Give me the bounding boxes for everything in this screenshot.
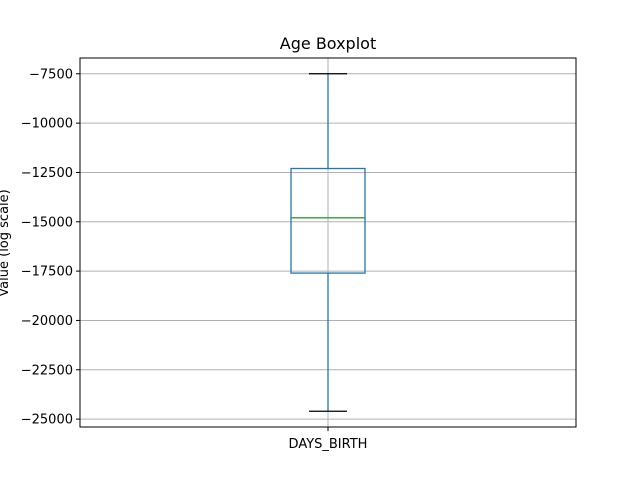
- y-tick-label: −25000: [21, 413, 73, 428]
- y-tick-label: −22500: [21, 363, 73, 378]
- y-tick-label: −17500: [21, 265, 73, 280]
- x-axis-ticks: DAYS_BIRTH: [289, 427, 368, 452]
- y-tick-label: −12500: [21, 166, 73, 181]
- iqr-box: [290, 167, 366, 274]
- box-layer: [290, 73, 366, 412]
- y-axis-ticks: −25000 −22500 −20000 −17500 −15000 −12500 −100…: [21, 67, 80, 428]
- y-tick-label: −7500: [29, 67, 73, 82]
- y-tick-label: −10000: [21, 117, 73, 132]
- grid-lines: [80, 58, 576, 427]
- y-tick-label: −15000: [21, 215, 73, 230]
- y-tick-label: −20000: [21, 314, 73, 329]
- chart-title: Age Boxplot: [280, 34, 376, 53]
- y-axis-label: Value (log scale): [0, 189, 12, 296]
- x-tick-label: DAYS_BIRTH: [289, 437, 368, 452]
